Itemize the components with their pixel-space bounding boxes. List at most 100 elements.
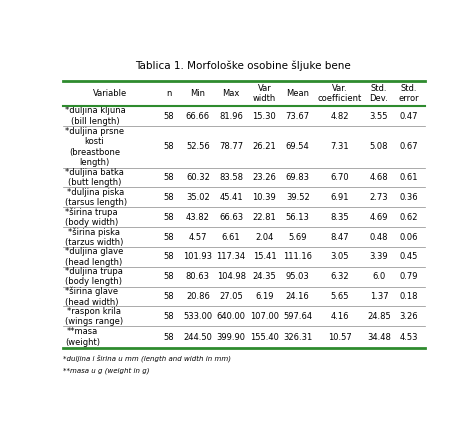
Text: Max: Max bbox=[222, 89, 240, 98]
Text: Std.
Dev.: Std. Dev. bbox=[370, 84, 388, 103]
Text: 22.81: 22.81 bbox=[253, 213, 276, 222]
Text: 0.06: 0.06 bbox=[400, 232, 418, 241]
Text: 73.67: 73.67 bbox=[286, 112, 310, 121]
Text: 58: 58 bbox=[164, 232, 174, 241]
Text: 1.37: 1.37 bbox=[370, 292, 388, 301]
Text: *širina piska
(tarzus width): *širina piska (tarzus width) bbox=[65, 227, 123, 247]
Text: 0.45: 0.45 bbox=[400, 253, 418, 262]
Text: 244.50: 244.50 bbox=[183, 333, 212, 342]
Text: 533.00: 533.00 bbox=[183, 312, 212, 321]
Text: 34.48: 34.48 bbox=[367, 333, 391, 342]
Text: 3.55: 3.55 bbox=[370, 112, 388, 121]
Text: 4.82: 4.82 bbox=[330, 112, 349, 121]
Text: 58: 58 bbox=[164, 253, 174, 262]
Text: 35.02: 35.02 bbox=[186, 193, 210, 202]
Text: 95.03: 95.03 bbox=[286, 272, 310, 281]
Text: 39.52: 39.52 bbox=[286, 193, 310, 202]
Text: 6.0: 6.0 bbox=[373, 272, 386, 281]
Text: 0.67: 0.67 bbox=[400, 143, 419, 152]
Text: 10.39: 10.39 bbox=[253, 193, 276, 202]
Text: 24.35: 24.35 bbox=[253, 272, 276, 281]
Text: 3.26: 3.26 bbox=[400, 312, 419, 321]
Text: 2.73: 2.73 bbox=[370, 193, 388, 202]
Text: *duljina piska
(tarsus length): *duljina piska (tarsus length) bbox=[65, 187, 127, 207]
Text: 6.61: 6.61 bbox=[222, 232, 240, 241]
Text: *duljina glave
(head length): *duljina glave (head length) bbox=[65, 247, 123, 267]
Text: 7.31: 7.31 bbox=[330, 143, 349, 152]
Text: 326.31: 326.31 bbox=[283, 333, 312, 342]
Text: 6.32: 6.32 bbox=[330, 272, 349, 281]
Text: 107.00: 107.00 bbox=[250, 312, 279, 321]
Text: *širina glave
(head width): *širina glave (head width) bbox=[65, 287, 118, 306]
Text: *duljina i širina u mm (length and width in mm): *duljina i širina u mm (length and width… bbox=[63, 354, 231, 362]
Text: 66.66: 66.66 bbox=[186, 112, 210, 121]
Text: 58: 58 bbox=[164, 292, 174, 301]
Text: 58: 58 bbox=[164, 272, 174, 281]
Text: 23.26: 23.26 bbox=[253, 173, 276, 182]
Text: Tablica 1. Morfološke osobine šljuke bene: Tablica 1. Morfološke osobine šljuke ben… bbox=[135, 61, 351, 71]
Text: 0.18: 0.18 bbox=[400, 292, 418, 301]
Text: 111.16: 111.16 bbox=[283, 253, 312, 262]
Text: 104.98: 104.98 bbox=[217, 272, 246, 281]
Text: 81.96: 81.96 bbox=[219, 112, 243, 121]
Text: 5.69: 5.69 bbox=[289, 232, 307, 241]
Text: 0.79: 0.79 bbox=[400, 272, 418, 281]
Text: 4.53: 4.53 bbox=[400, 333, 418, 342]
Text: 58: 58 bbox=[164, 312, 174, 321]
Text: 101.93: 101.93 bbox=[183, 253, 212, 262]
Text: 0.48: 0.48 bbox=[370, 232, 388, 241]
Text: 58: 58 bbox=[164, 173, 174, 182]
Text: **masa u g (weight in g): **masa u g (weight in g) bbox=[63, 368, 149, 374]
Text: n: n bbox=[166, 89, 172, 98]
Text: 26.21: 26.21 bbox=[253, 143, 276, 152]
Text: 5.65: 5.65 bbox=[330, 292, 349, 301]
Text: 69.83: 69.83 bbox=[286, 173, 310, 182]
Text: 5.08: 5.08 bbox=[370, 143, 388, 152]
Text: Std.
error: Std. error bbox=[399, 84, 419, 103]
Text: 80.63: 80.63 bbox=[186, 272, 210, 281]
Text: 60.32: 60.32 bbox=[186, 173, 210, 182]
Text: 155.40: 155.40 bbox=[250, 333, 279, 342]
Text: 69.54: 69.54 bbox=[286, 143, 310, 152]
Text: 0.36: 0.36 bbox=[400, 193, 419, 202]
Text: *duljina trupa
(body length): *duljina trupa (body length) bbox=[65, 267, 123, 286]
Text: 66.63: 66.63 bbox=[219, 213, 243, 222]
Text: 6.70: 6.70 bbox=[330, 173, 349, 182]
Text: 4.68: 4.68 bbox=[370, 173, 388, 182]
Text: 52.56: 52.56 bbox=[186, 143, 210, 152]
Text: 4.69: 4.69 bbox=[370, 213, 388, 222]
Text: **masa
(weight): **masa (weight) bbox=[65, 327, 100, 347]
Text: 0.47: 0.47 bbox=[400, 112, 418, 121]
Text: 4.57: 4.57 bbox=[189, 232, 207, 241]
Text: 3.39: 3.39 bbox=[370, 253, 388, 262]
Text: 27.05: 27.05 bbox=[219, 292, 243, 301]
Text: 0.61: 0.61 bbox=[400, 173, 418, 182]
Text: 117.34: 117.34 bbox=[217, 253, 246, 262]
Text: 45.41: 45.41 bbox=[219, 193, 243, 202]
Text: 58: 58 bbox=[164, 112, 174, 121]
Text: 83.58: 83.58 bbox=[219, 173, 243, 182]
Text: 8.35: 8.35 bbox=[330, 213, 349, 222]
Text: 0.62: 0.62 bbox=[400, 213, 418, 222]
Text: 58: 58 bbox=[164, 193, 174, 202]
Text: *duljina batka
(butt length): *duljina batka (butt length) bbox=[65, 168, 124, 187]
Text: Min: Min bbox=[191, 89, 205, 98]
Text: 58: 58 bbox=[164, 143, 174, 152]
Text: 3.05: 3.05 bbox=[330, 253, 349, 262]
Text: 20.86: 20.86 bbox=[186, 292, 210, 301]
Text: 15.41: 15.41 bbox=[253, 253, 276, 262]
Text: *širina trupa
(body width): *širina trupa (body width) bbox=[65, 207, 118, 227]
Text: 78.77: 78.77 bbox=[219, 143, 243, 152]
Text: Mean: Mean bbox=[286, 89, 309, 98]
Text: 24.16: 24.16 bbox=[286, 292, 310, 301]
Text: 10.57: 10.57 bbox=[328, 333, 351, 342]
Text: *duljina kljuna
(bill length): *duljina kljuna (bill length) bbox=[65, 107, 126, 126]
Text: 43.82: 43.82 bbox=[186, 213, 210, 222]
Text: Variable: Variable bbox=[93, 89, 127, 98]
Text: 399.90: 399.90 bbox=[217, 333, 246, 342]
Text: 6.91: 6.91 bbox=[330, 193, 349, 202]
Text: 597.64: 597.64 bbox=[283, 312, 312, 321]
Text: 640.00: 640.00 bbox=[217, 312, 246, 321]
Text: Var
width: Var width bbox=[253, 84, 276, 103]
Text: 6.19: 6.19 bbox=[255, 292, 273, 301]
